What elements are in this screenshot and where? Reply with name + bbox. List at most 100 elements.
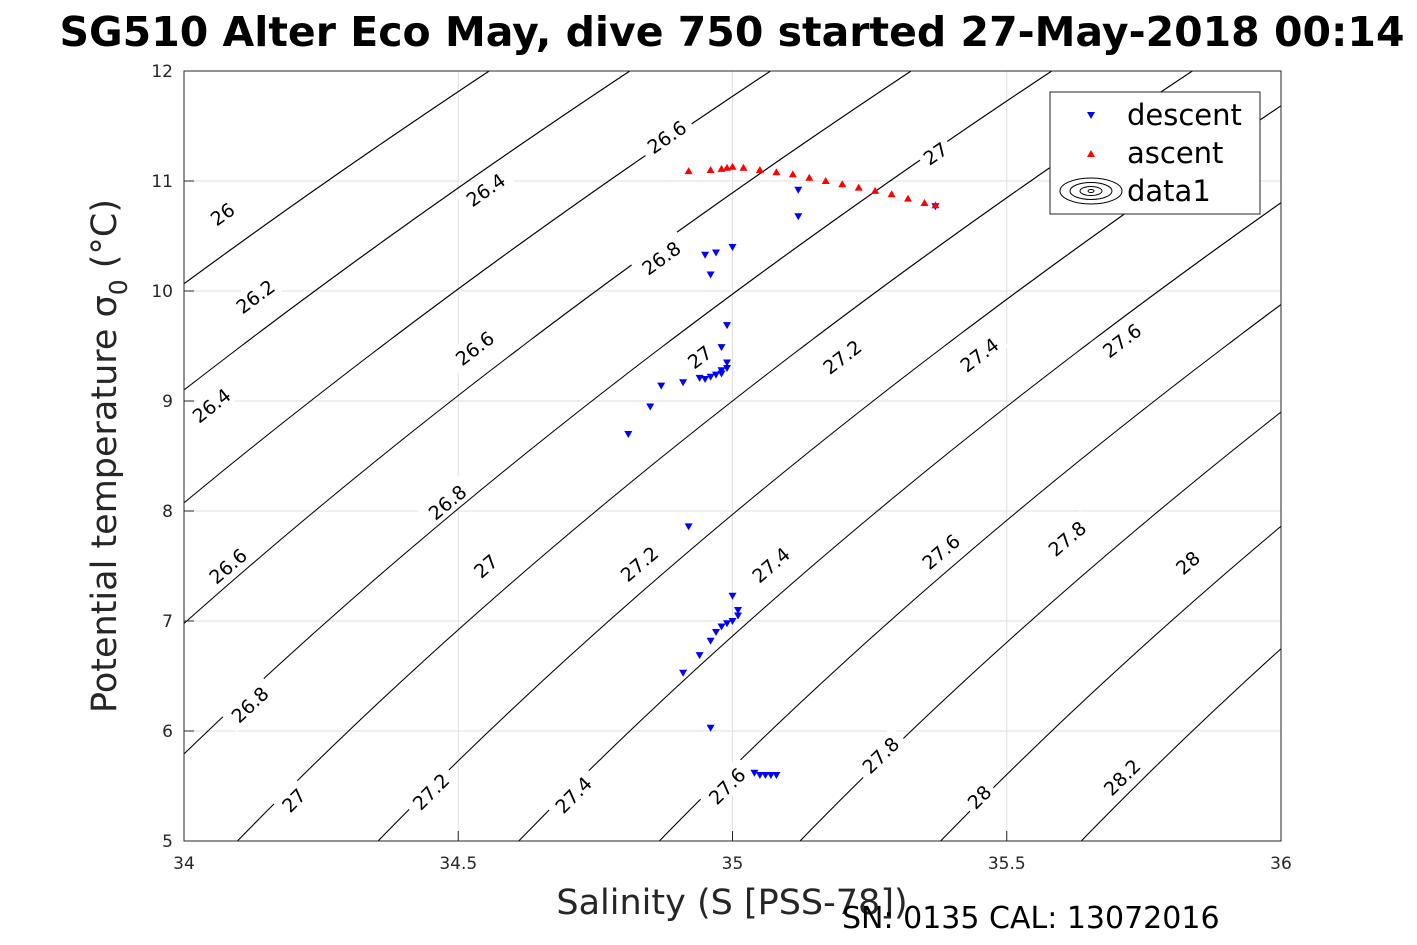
descent-point bbox=[712, 629, 720, 636]
descent-point bbox=[761, 772, 770, 779]
descent-point bbox=[766, 772, 775, 779]
descent-point bbox=[684, 523, 693, 531]
y-tick-label: 7 bbox=[162, 612, 173, 632]
serial-calibration-info: SN: 0135 CAL: 13072016 bbox=[842, 901, 1220, 936]
y-tick-label: 8 bbox=[162, 502, 173, 522]
descent-point bbox=[646, 403, 655, 411]
contour-line bbox=[1080, 648, 1281, 841]
descent-point bbox=[755, 772, 764, 779]
contour-label-bg bbox=[544, 765, 601, 823]
ascent-point bbox=[854, 183, 863, 191]
contour-label-bg bbox=[198, 537, 257, 593]
descent-point bbox=[728, 244, 737, 251]
descent-point bbox=[717, 344, 726, 352]
contour-line bbox=[517, 202, 1281, 841]
x-tick-label: 34.5 bbox=[439, 854, 477, 874]
density-contours bbox=[184, 71, 1281, 841]
legend-box bbox=[1049, 91, 1261, 215]
y-tick-label: 6 bbox=[162, 722, 173, 742]
contour-label-bg bbox=[697, 757, 755, 814]
contour-label-bg bbox=[455, 163, 515, 215]
contour-label-bg bbox=[1092, 748, 1150, 805]
ascent-point bbox=[728, 162, 737, 170]
contour-label-bg bbox=[1091, 313, 1151, 367]
legend-descent-marker bbox=[1087, 112, 1095, 119]
descent-point bbox=[794, 186, 803, 194]
x-tick-label: 34 bbox=[173, 854, 195, 874]
x-tick-label: 35.5 bbox=[988, 854, 1026, 874]
ascent-point bbox=[739, 163, 748, 171]
ascent-point bbox=[788, 170, 797, 178]
descent-point bbox=[734, 607, 742, 614]
ascent-point bbox=[755, 166, 764, 173]
y-tick-label: 12 bbox=[151, 62, 173, 82]
descent-point bbox=[712, 249, 720, 257]
contour-label-bg bbox=[678, 336, 720, 376]
contour-line bbox=[658, 303, 1281, 841]
contour-label-bg bbox=[630, 231, 691, 284]
y-axis-label-subscript: 0 bbox=[104, 279, 133, 295]
descent-point bbox=[701, 251, 710, 259]
contour-label-bg bbox=[201, 193, 243, 233]
descent-point bbox=[695, 374, 704, 382]
y-axis-label: Potential temperature σ0 (°C) bbox=[85, 199, 133, 713]
descent-point bbox=[706, 724, 715, 732]
contour-line bbox=[184, 71, 491, 285]
contour-label-bg bbox=[272, 779, 314, 820]
contour-line bbox=[799, 411, 1281, 841]
contour-label-bg bbox=[444, 320, 504, 374]
legend-ascent-marker bbox=[1087, 150, 1095, 157]
y-tick-label: 10 bbox=[151, 282, 173, 302]
ascent-point bbox=[871, 186, 880, 194]
legend-descent-label: descent bbox=[1127, 98, 1242, 132]
descent-point bbox=[723, 359, 731, 367]
descent-point bbox=[772, 772, 781, 779]
descent-point bbox=[624, 431, 633, 438]
contour-line bbox=[236, 71, 1194, 841]
contour-label-bg bbox=[958, 776, 999, 817]
descent-point bbox=[679, 379, 688, 387]
contour-label-bg bbox=[812, 329, 872, 383]
y-tick-label: 9 bbox=[162, 392, 173, 412]
data-points bbox=[624, 162, 940, 779]
descent-point bbox=[723, 365, 731, 372]
descent-point bbox=[717, 623, 726, 631]
contour-label-bg bbox=[949, 327, 1009, 381]
descent-point bbox=[794, 213, 803, 221]
contour-label-bg bbox=[220, 675, 278, 732]
y-tick-label: 11 bbox=[151, 172, 173, 192]
descent-point bbox=[657, 382, 666, 390]
y-axis-label-main: Potential temperature σ bbox=[85, 295, 125, 713]
legend-ascent-label: ascent bbox=[1127, 136, 1223, 170]
descent-point bbox=[750, 769, 759, 777]
ascent-point bbox=[904, 194, 912, 202]
ascent-point bbox=[821, 177, 830, 184]
contour-label-bg bbox=[1166, 542, 1208, 582]
legend-data1-label: data1 bbox=[1127, 174, 1211, 208]
ascent-point bbox=[805, 173, 814, 181]
contour-line bbox=[184, 71, 631, 391]
contour-label-bg bbox=[741, 536, 800, 592]
descent-point bbox=[679, 669, 688, 677]
ascent-point bbox=[706, 166, 715, 173]
contour-label-bg bbox=[609, 535, 668, 591]
x-tick-label: 35 bbox=[722, 854, 744, 874]
ascent-point bbox=[887, 190, 896, 198]
ascent-point bbox=[920, 199, 929, 206]
contour-label-bg bbox=[636, 110, 697, 162]
contour-line bbox=[184, 71, 913, 625]
contour-label-bg bbox=[225, 269, 285, 322]
descent-point bbox=[701, 376, 710, 383]
contour-label-bg bbox=[181, 377, 241, 432]
descent-point bbox=[706, 373, 715, 381]
ascent-point bbox=[684, 167, 693, 175]
contour-label-bg bbox=[914, 133, 956, 172]
descent-point bbox=[712, 371, 720, 379]
legend: descent ascent data1 bbox=[1049, 91, 1261, 215]
descent-point bbox=[706, 271, 715, 279]
x-tick-label: 36 bbox=[1270, 854, 1292, 874]
contour-label-bg bbox=[851, 726, 909, 783]
descent-point bbox=[728, 592, 737, 600]
descent-point bbox=[706, 637, 715, 645]
